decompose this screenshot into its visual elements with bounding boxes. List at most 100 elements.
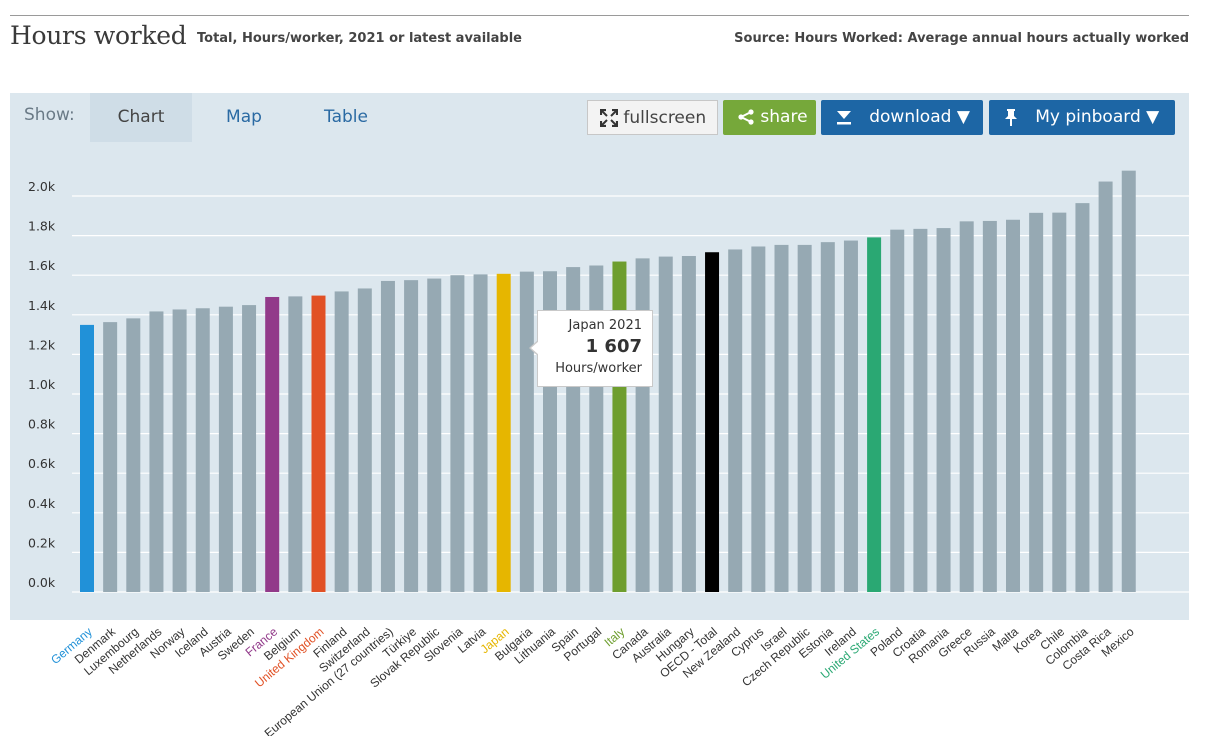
x-tick-label: Costa Rica xyxy=(1060,624,1114,673)
bar-russia[interactable] xyxy=(982,220,997,592)
bar-malta[interactable] xyxy=(1006,219,1020,592)
bar-united-kingdom[interactable] xyxy=(311,295,326,592)
x-tick-label: Spain xyxy=(549,625,582,655)
bar-belgium[interactable] xyxy=(288,296,303,592)
x-tick-label: Netherlands xyxy=(106,625,165,677)
bar-ireland[interactable] xyxy=(843,240,858,593)
bar-t-rkiye[interactable] xyxy=(404,280,419,592)
x-tick-label: Switzerland xyxy=(316,625,373,676)
fullscreen-button[interactable]: fullscreen xyxy=(587,100,718,135)
bar-chile[interactable] xyxy=(1052,212,1067,592)
x-tick-label: Belgium xyxy=(261,625,303,664)
x-tick-label: Luxembourg xyxy=(81,625,141,679)
x-tick-label: Czech Republic xyxy=(739,625,812,690)
bar-greece[interactable] xyxy=(959,221,974,592)
tooltip-unit: Hours/worker xyxy=(555,361,642,376)
y-tick-label: 1.6k xyxy=(28,258,56,273)
bar-slovenia[interactable] xyxy=(450,275,465,592)
x-tick-label: Germany xyxy=(48,625,95,667)
pinboard-label: My pinboard ▼ xyxy=(1035,107,1160,127)
fullscreen-label: fullscreen xyxy=(623,108,707,128)
x-tick-label: Iceland xyxy=(172,625,211,661)
bar-latvia[interactable] xyxy=(473,274,488,592)
x-tick-label: Korea xyxy=(1011,624,1045,656)
x-tick-label: Japan xyxy=(478,625,512,657)
x-tick-label: Slovak Republic xyxy=(367,625,442,691)
bar-hungary[interactable] xyxy=(681,255,696,592)
bar-cyprus[interactable] xyxy=(751,246,766,592)
x-tick-label: Italy xyxy=(602,625,628,650)
y-tick-label: 0.8k xyxy=(28,417,56,432)
tab-chart[interactable]: Chart xyxy=(90,93,192,144)
pinboard-button[interactable]: My pinboard ▼ xyxy=(989,100,1175,135)
x-tick-label: Croatia xyxy=(890,624,929,660)
bar-romania[interactable] xyxy=(936,228,951,592)
page-subtitle: Total, Hours/worker, 2021 or latest avai… xyxy=(197,31,522,46)
bar-costa-rica[interactable] xyxy=(1098,181,1113,592)
source-note: Source: Hours Worked: Average annual hou… xyxy=(734,31,1189,46)
x-tick-label: New Zealand xyxy=(680,625,743,681)
bar-korea[interactable] xyxy=(1029,212,1044,592)
bar-switzerland[interactable] xyxy=(357,288,372,592)
x-tick-label: Bulgaria xyxy=(492,624,535,663)
x-tick-label: Mexico xyxy=(1099,624,1137,659)
x-tick-label: United Kingdom xyxy=(252,625,326,691)
bar-european-union-27-countries[interactable] xyxy=(380,280,395,592)
y-tick-label: 0.0k xyxy=(28,575,56,590)
bar-denmark[interactable] xyxy=(103,322,118,592)
bar-czech-republic[interactable] xyxy=(797,244,812,592)
x-tick-label: Colombia xyxy=(1043,624,1091,668)
y-tick-label: 0.4k xyxy=(28,496,56,511)
page-title: Hours worked xyxy=(10,21,187,50)
bar-new-zealand[interactable] xyxy=(728,249,743,592)
bar-israel[interactable] xyxy=(774,244,789,592)
x-tick-label: Sweden xyxy=(215,625,257,664)
x-tick-label: Portugal xyxy=(561,625,604,664)
x-tick-label: Finland xyxy=(310,625,349,661)
x-tick-label: Poland xyxy=(868,625,906,660)
bar-france[interactable] xyxy=(265,296,280,592)
bar-slovak-republic[interactable] xyxy=(427,278,442,592)
tooltip-title: Japan 2021 xyxy=(568,318,642,333)
bar-finland[interactable] xyxy=(334,291,349,592)
bar-norway[interactable] xyxy=(172,309,187,592)
bar-iceland[interactable] xyxy=(195,308,210,592)
bar-estonia[interactable] xyxy=(820,242,835,592)
bar-netherlands[interactable] xyxy=(149,311,164,592)
y-tick-label: 1.8k xyxy=(28,219,56,234)
toolbar: Show: Chart Map Table fullscreen share d… xyxy=(10,93,1189,144)
bar-japan[interactable] xyxy=(496,273,511,592)
y-tick-label: 0.2k xyxy=(28,535,56,550)
y-tick-label: 2.0k xyxy=(28,179,56,194)
x-tick-label: Latvia xyxy=(455,624,489,656)
x-tick-label: Norway xyxy=(147,625,187,662)
bar-oecd-total[interactable] xyxy=(705,252,720,592)
bar-germany[interactable] xyxy=(80,324,94,592)
x-tick-label: France xyxy=(243,624,281,659)
bar-bulgaria[interactable] xyxy=(519,271,534,592)
bar-colombia[interactable] xyxy=(1075,203,1090,592)
bar-austria[interactable] xyxy=(218,306,233,592)
bar-canada[interactable] xyxy=(635,258,650,592)
x-tick-label: Estonia xyxy=(796,624,836,661)
tab-table[interactable]: Table xyxy=(324,107,368,127)
bar-australia[interactable] xyxy=(658,256,673,592)
x-tick-label: Malta xyxy=(989,624,1021,654)
x-tick-label: Denmark xyxy=(72,624,119,667)
x-tick-label: OECD - Total xyxy=(657,625,720,681)
bar-luxembourg[interactable] xyxy=(126,318,141,592)
x-tick-label: United States xyxy=(818,625,882,682)
bar-poland[interactable] xyxy=(890,229,905,592)
tab-map[interactable]: Map xyxy=(226,107,262,127)
bar-sweden[interactable] xyxy=(242,305,257,592)
x-tick-label: Israel xyxy=(758,625,789,655)
plot-area: 0.0k 0.2k 0.4k 0.6k 0.8k 1.0k 1.2k 1.4k 1.6k 1.8k… xyxy=(10,142,1189,620)
download-icon xyxy=(835,107,858,127)
bar-united-states[interactable] xyxy=(867,237,882,592)
pin-icon xyxy=(1003,107,1024,127)
download-label: download ▼ xyxy=(869,107,970,127)
share-button[interactable]: share xyxy=(723,100,816,135)
download-button[interactable]: download ▼ xyxy=(821,100,983,135)
bar-croatia[interactable] xyxy=(913,228,928,593)
bar-mexico[interactable] xyxy=(1121,170,1136,592)
